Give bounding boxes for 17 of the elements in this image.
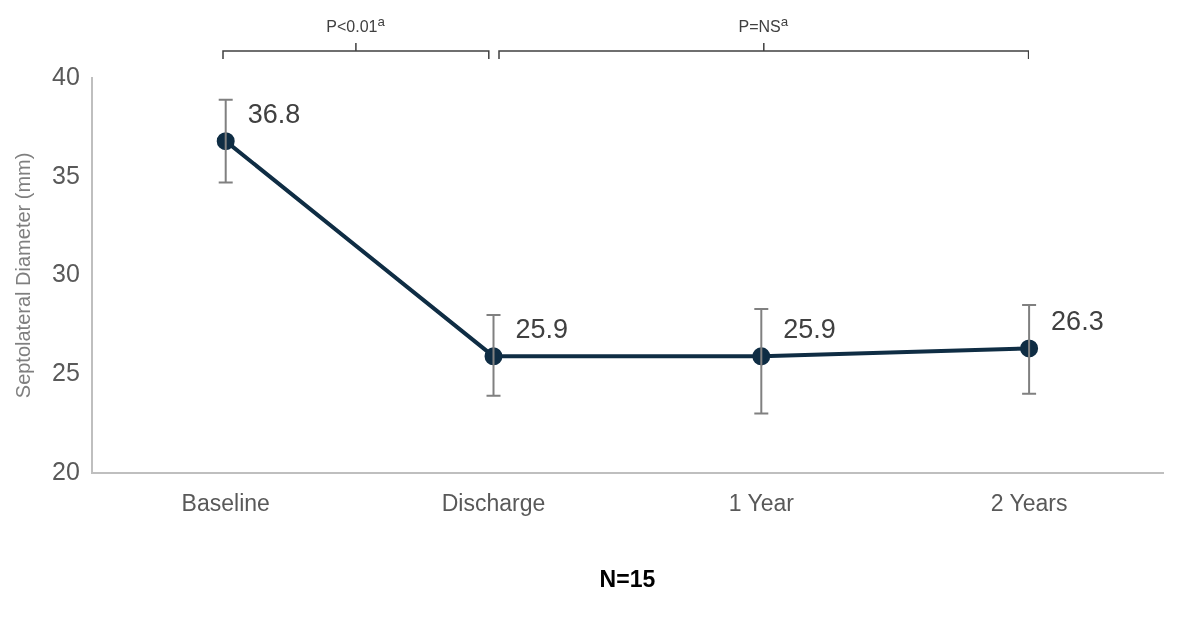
data-label: 36.8 <box>247 98 301 129</box>
text: P=NS$^{a}$ <box>737 14 790 37</box>
x-tick-label: 1 Year <box>728 489 795 516</box>
text: P<0.01$^{a}$ <box>325 14 386 37</box>
y-tick-label: 20 <box>52 456 80 485</box>
y-tick-label: 35 <box>52 160 80 189</box>
y-tick-label: 30 <box>52 259 80 288</box>
data-label: 25.9 <box>783 313 836 344</box>
x-tick-label: 2 Years <box>990 489 1068 516</box>
y-axis-title: Septolateral Diameter (mm) <box>11 152 34 399</box>
data-label: 25.9 <box>515 313 569 344</box>
x-axis-title: N=15 <box>599 565 656 592</box>
y-tick-label: 25 <box>52 357 80 386</box>
y-tick-label: 40 <box>52 61 80 90</box>
x-tick-label: Baseline <box>181 489 270 516</box>
x-tick-label: Discharge <box>441 489 546 516</box>
data-label: 26.3 <box>1051 305 1104 336</box>
